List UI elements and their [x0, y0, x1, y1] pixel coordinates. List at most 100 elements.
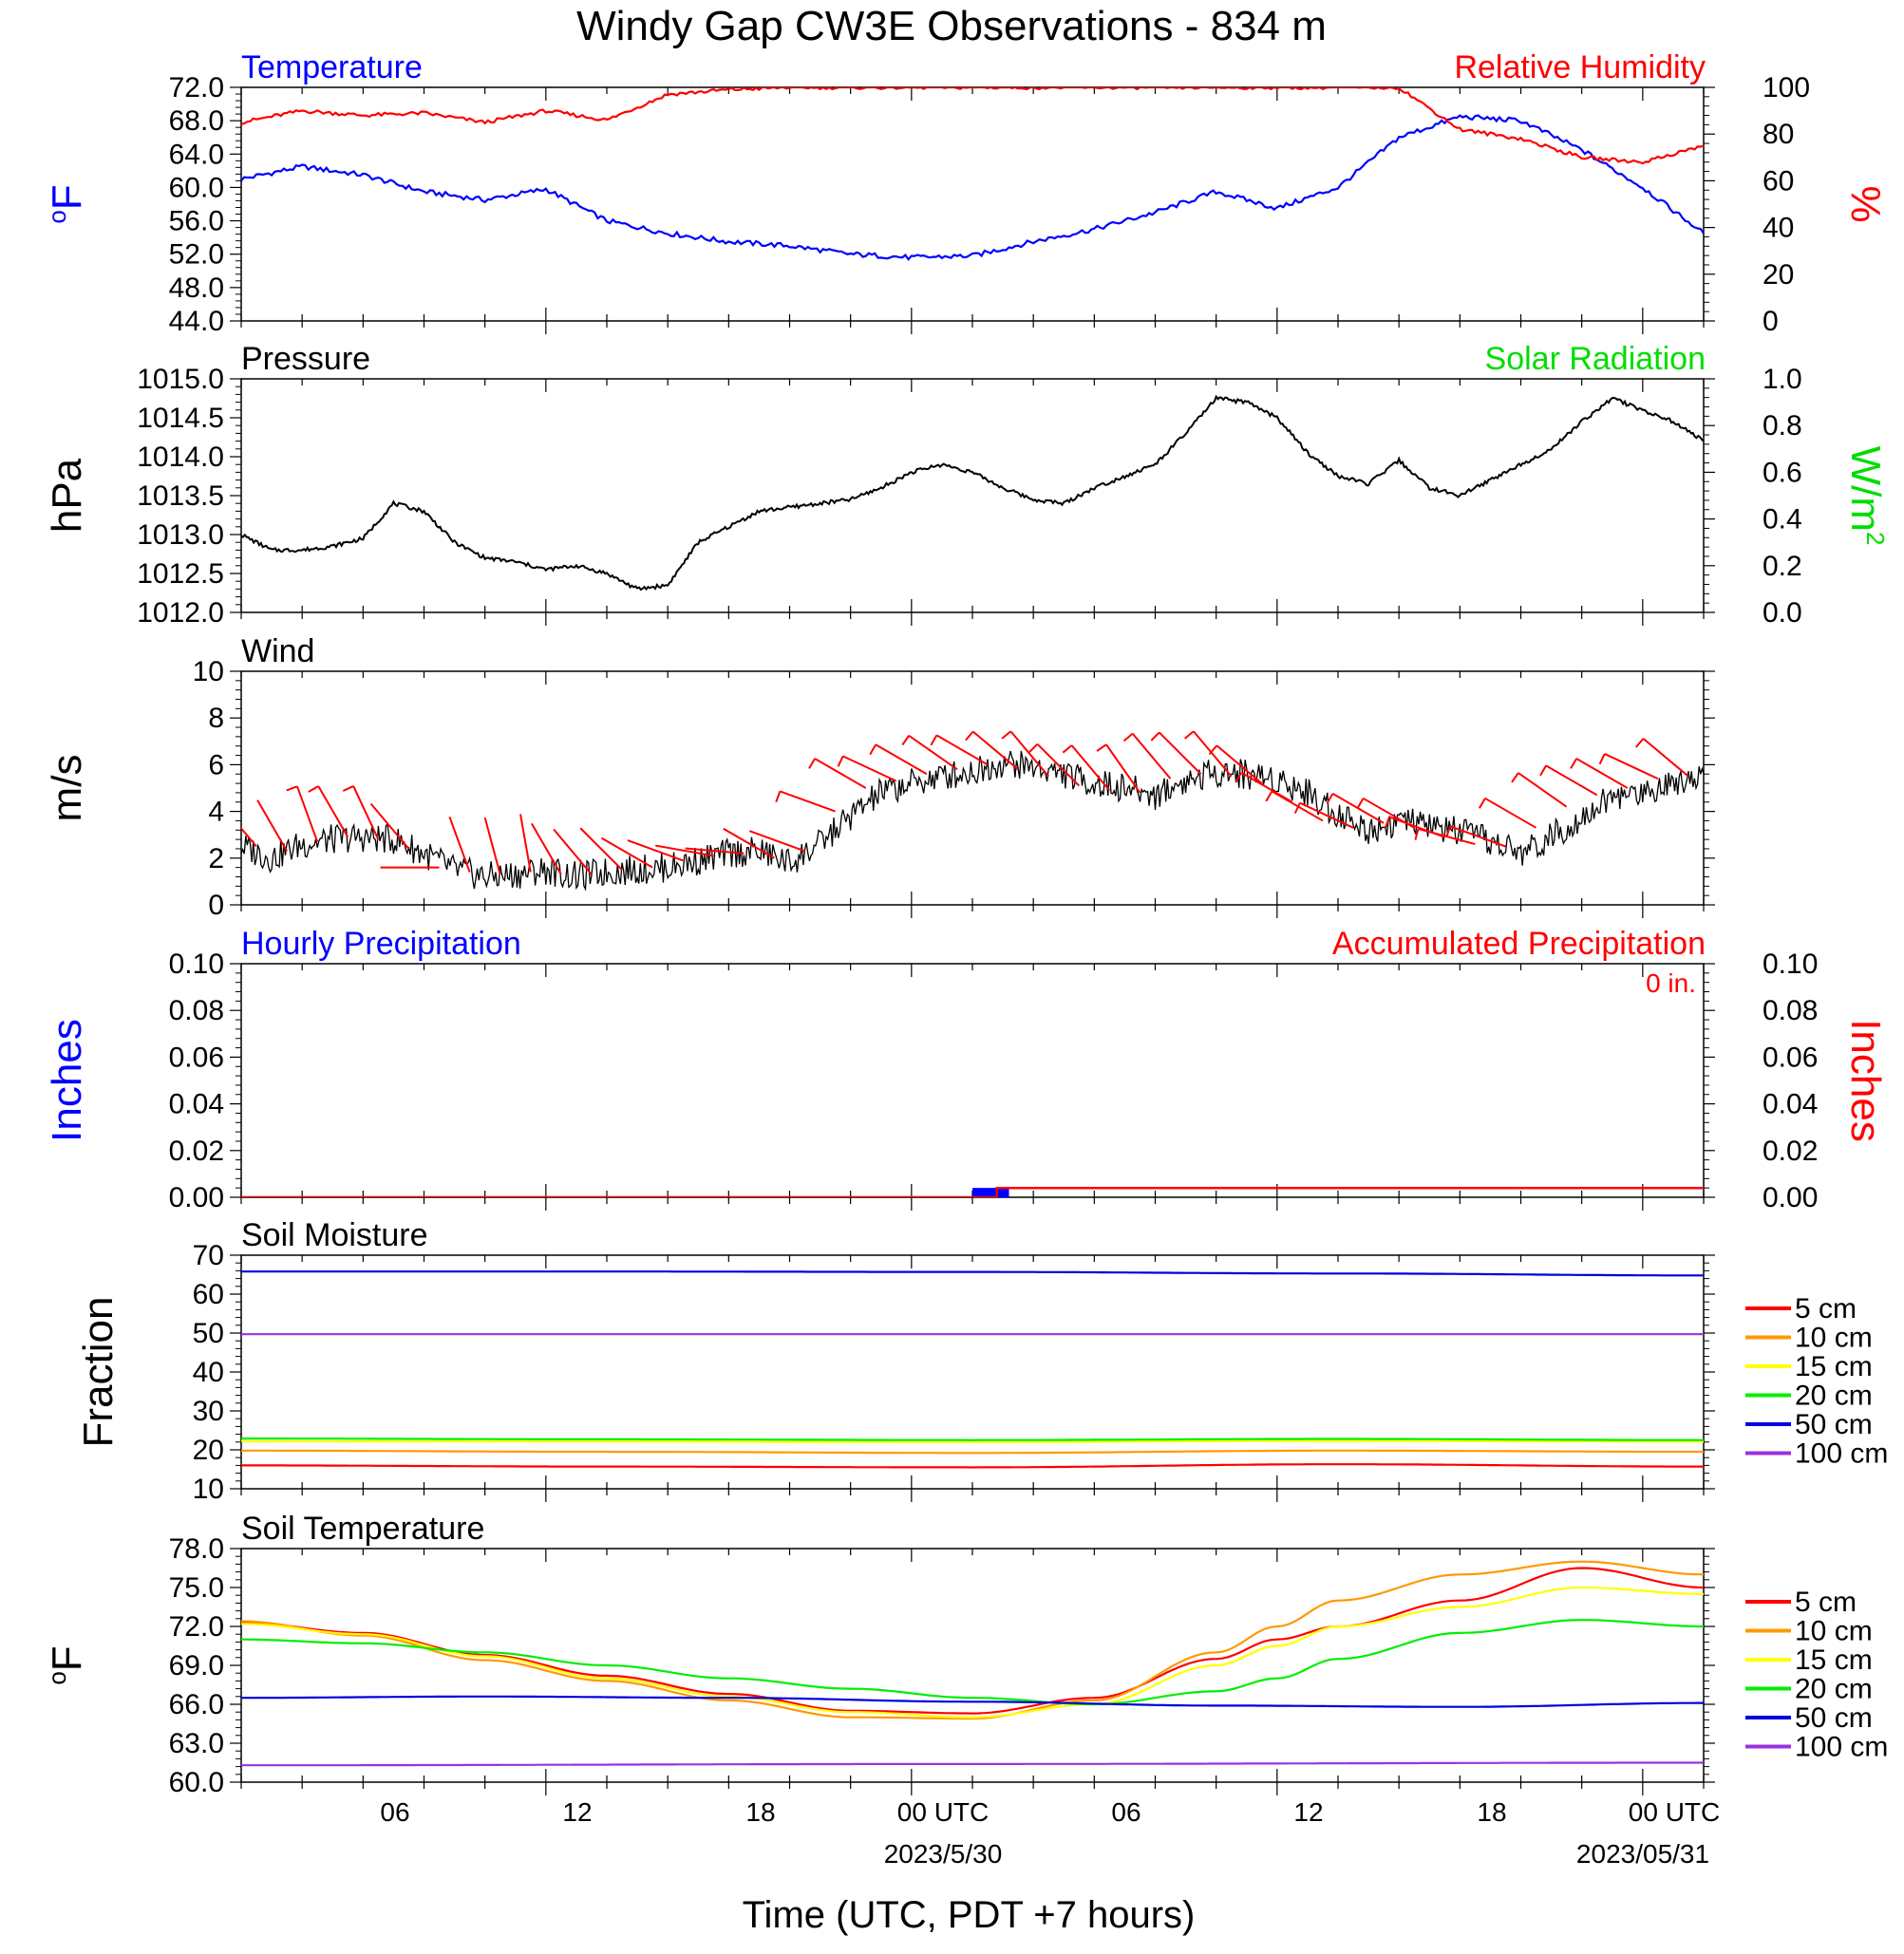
panel-left-title: Hourly Precipitation: [241, 926, 521, 962]
y-tick-label-left: 50: [193, 1318, 224, 1349]
soil-line-10cm: [241, 1560, 1704, 1720]
y-tick-label-right: 0.04: [1763, 1089, 1818, 1120]
wind-barb-staff: [971, 730, 1019, 771]
y-tick-label-left: 6: [208, 749, 224, 780]
wind-barb-staff: [1545, 764, 1598, 797]
wind-barb-flag: [837, 755, 844, 767]
y-tick-label-left: 64.0: [169, 139, 224, 170]
soil-line-100cm: [241, 1761, 1704, 1767]
y-tick-label-right: 0.6: [1763, 457, 1802, 488]
wind-barb-staff: [1193, 730, 1233, 778]
soil-line-20cm: [241, 1437, 1704, 1441]
wind-barb-staff: [1299, 801, 1354, 829]
x-date-label-2: 2023/05/31: [1576, 1839, 1709, 1869]
x-tick-label-00utc-1: 00 UTC: [897, 1797, 989, 1827]
wind-barb-staff: [519, 814, 532, 873]
x-axis-labels: 06 12 18 00 UTC 06 12 18 00 UTC 2023/5/3…: [380, 1797, 1720, 1936]
y-tick-label-left: 1014.5: [137, 403, 224, 434]
wind-barb-staff: [627, 839, 684, 862]
legend-label: 20 cm: [1795, 1381, 1873, 1412]
wind-barb-flag: [1235, 772, 1243, 783]
y-tick-label-left: 72.0: [169, 72, 224, 103]
y-tick-label-left: 1013.5: [137, 480, 224, 512]
panel-frame: [240, 86, 1705, 322]
soil-line-10cm: [241, 1449, 1704, 1455]
wind-barb-staff: [352, 785, 380, 840]
y-tick-label-left: 63.0: [169, 1728, 224, 1759]
x-tick-label-12b: 12: [1293, 1797, 1323, 1827]
wind-barb-staff: [1449, 825, 1506, 848]
panel-pressure_solar: 1015.0 1014.5 1014.0 1013.5 1013.0 1012.5 1012…: [44, 341, 1890, 629]
legend-label: 100 cm: [1795, 1732, 1888, 1763]
wind-barb-staff: [1105, 743, 1141, 794]
legend-label: 50 cm: [1795, 1702, 1873, 1734]
y-tick-label-left: 56.0: [169, 206, 224, 237]
x-tick-label-06b: 06: [1111, 1797, 1141, 1827]
wind-barb-staff: [780, 790, 836, 813]
panel-frame: [240, 670, 1705, 906]
wind-barb-staff: [655, 844, 714, 857]
wind-barb-flag: [1150, 731, 1160, 742]
wind-barb-flag: [1539, 764, 1547, 777]
wind-barb-flag: [1062, 744, 1073, 754]
y-tick-label-left: 66.0: [169, 1689, 224, 1720]
y-tick-label-left: 1012.5: [137, 558, 224, 590]
hourly-precip-bar: [972, 1188, 1009, 1197]
wind-barb-staff: [814, 758, 867, 789]
legend-label: 5 cm: [1795, 1587, 1857, 1618]
y-tick-label-right: 0.02: [1763, 1136, 1818, 1167]
unit-superscript: 2: [1861, 532, 1890, 545]
panel-left-title: Wind: [241, 633, 314, 669]
wind-barb-flag: [1634, 738, 1645, 748]
y-tick-label-right: 20: [1763, 259, 1794, 291]
wind-barb-flag: [1478, 798, 1486, 809]
wind-barb-flag: [1096, 743, 1107, 752]
y-tick-label-left: 0: [208, 890, 224, 921]
unit-letter: F: [44, 1645, 90, 1671]
unit-base: W/m: [1842, 446, 1889, 532]
y-tick-label-left: 0.00: [169, 1182, 224, 1213]
y-tick-label-left: 20: [193, 1435, 224, 1466]
y-tick-label-right: 0: [1763, 306, 1779, 337]
unit-letter: F: [44, 184, 90, 210]
wind-barb-flag: [1598, 753, 1606, 765]
wind-barb-flag: [1511, 772, 1519, 783]
y-tick-label-left: 0.06: [169, 1042, 224, 1073]
panels-group: 72.068.064.060.056.052.048.044.010080604…: [43, 49, 1890, 1798]
wind-barb-staff: [1575, 758, 1629, 789]
legend-label: 15 cm: [1795, 1351, 1873, 1382]
panel-precipitation: 0.10 0.08 0.06 0.04 0.02 0.00 0.10 0.08 0.06 0.04…: [44, 926, 1889, 1213]
soil-line-15cm: [241, 1586, 1704, 1719]
y-axis-label-left: hPa: [44, 458, 90, 533]
wind-barb-flag: [808, 758, 816, 769]
y-tick-label-right: 0.06: [1763, 1042, 1818, 1073]
y-tick-label-left: 30: [193, 1396, 224, 1427]
y-tick-label-left: 2: [208, 843, 224, 874]
y-tick-label-left: 4: [208, 797, 224, 828]
panel-soil_temperature: 78.0 75.0 72.0 69.0 66.0 63.0 60.0 Soil Tempera…: [43, 1511, 1888, 1798]
panel-frame: [240, 1548, 1705, 1783]
wind-barb-flag: [1414, 828, 1420, 840]
wind-barb-staff: [1518, 772, 1568, 808]
y-tick-label-left: 0.10: [169, 949, 224, 980]
y-tick-label-left: 52.0: [169, 239, 224, 271]
wind-barb-staff: [483, 817, 501, 875]
y-axis-label-left: m/s: [44, 755, 90, 822]
wind-barb-staff: [579, 827, 623, 871]
y-tick-label-left: 1013.0: [137, 519, 224, 551]
y-tick-label-right: 0.2: [1763, 551, 1802, 582]
wind-barb-staff: [317, 785, 349, 838]
y-tick-label-left: 48.0: [169, 272, 224, 304]
y-axis-label-left: oF: [43, 1645, 90, 1684]
wind-barb-staff: [1036, 742, 1080, 787]
y-tick-label-right: 0.0: [1763, 597, 1802, 629]
y-axis-label-left: oF: [43, 184, 90, 223]
panel-frame: [240, 378, 1705, 613]
y-tick-label-left: 60: [193, 1279, 224, 1310]
soil-line-20cm: [241, 1619, 1704, 1706]
y-tick-label-left: 8: [208, 703, 224, 734]
y-tick-label-left: 1015.0: [137, 364, 224, 395]
panel-left-title: Soil Temperature: [241, 1511, 484, 1547]
